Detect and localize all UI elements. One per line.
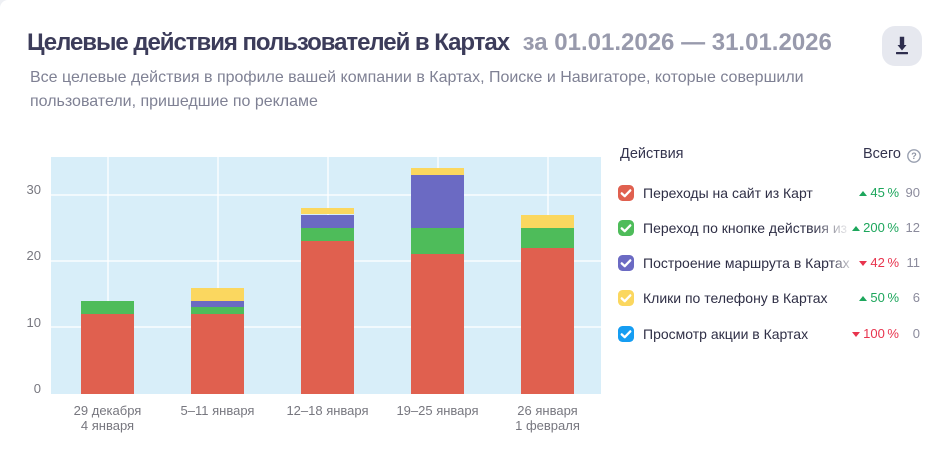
- svg-text:?: ?: [911, 151, 917, 161]
